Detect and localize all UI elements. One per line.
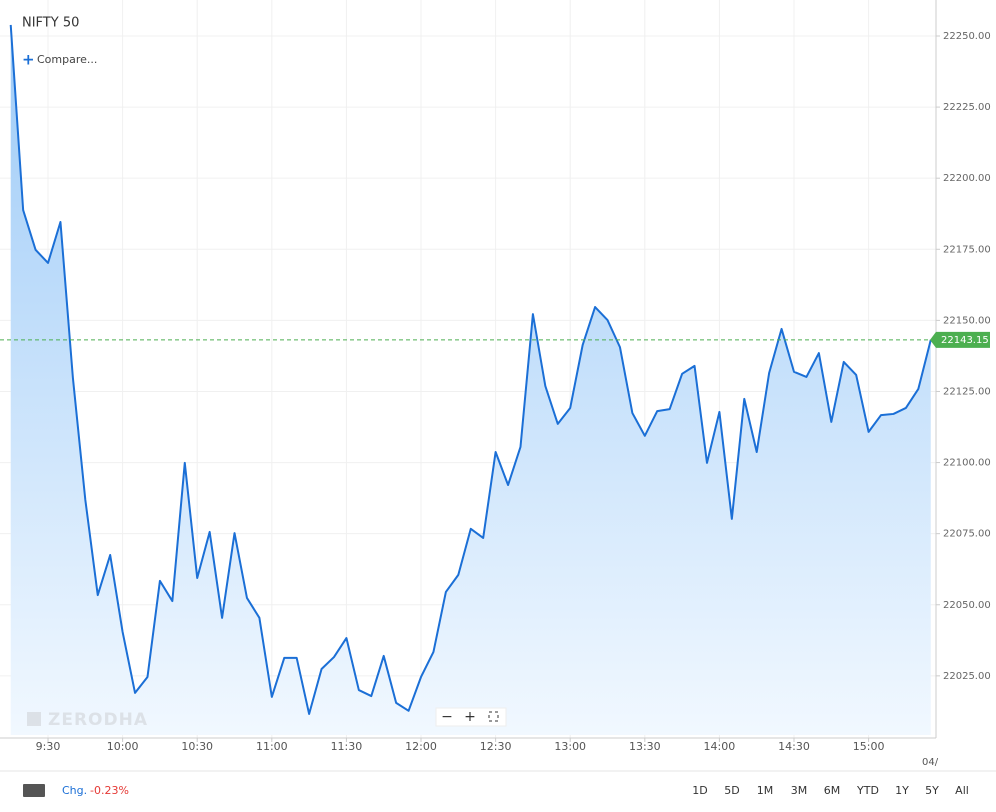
y-tick-label: 22050.00 xyxy=(943,600,991,611)
chart-title: NIFTY 50 xyxy=(22,16,79,31)
range-button[interactable]: All xyxy=(955,784,969,797)
change-value: -0.23% xyxy=(90,784,129,797)
x-tick-label: 14:00 xyxy=(704,740,736,753)
y-tick-label: 22075.00 xyxy=(943,529,991,540)
x-tick-label: 15:00 xyxy=(853,740,885,753)
plot xyxy=(0,24,935,736)
x-tick-label: 10:30 xyxy=(181,740,213,753)
compare-label: Compare... xyxy=(37,53,97,66)
date-label: 04/ xyxy=(922,757,939,768)
zoom-out[interactable]: − xyxy=(441,709,453,725)
watermark: ZERODHA xyxy=(27,710,148,730)
y-tick-label: 22200.00 xyxy=(943,173,991,184)
axes: 22025.00 22050.00 22075.00 22100.00 22125.00… xyxy=(0,0,996,772)
range-button[interactable]: 5Y xyxy=(925,784,939,797)
y-tick-label: 22025.00 xyxy=(943,671,991,682)
x-tick-label: 12:00 xyxy=(405,740,437,753)
range-button[interactable]: 1M xyxy=(757,784,774,797)
range-button[interactable]: 6M xyxy=(824,784,841,797)
range-button[interactable]: 1D xyxy=(692,784,707,797)
watermark-text: ZERODHA xyxy=(48,710,148,730)
last-price-tag xyxy=(930,331,990,348)
keyboard-icon[interactable] xyxy=(23,784,45,797)
toolbar: Chg. -0.23% 1D 5D 1M 3M 6M YTD 1Y 5Y All xyxy=(23,784,969,797)
x-tick-label: 13:00 xyxy=(554,740,586,753)
x-tick-label: 13:30 xyxy=(629,740,661,753)
y-tick-label: 22250.00 xyxy=(943,31,991,42)
range-button[interactable]: 1Y xyxy=(895,784,909,797)
x-tick-label: 12:30 xyxy=(480,740,512,753)
plus-icon: + xyxy=(22,51,35,69)
x-tick-label: 14:30 xyxy=(778,740,810,753)
price-line xyxy=(9,24,932,715)
y-tick-label: 22175.00 xyxy=(943,244,991,255)
y-tick-label: 22225.00 xyxy=(943,102,991,113)
range-button[interactable]: 3M xyxy=(791,784,808,797)
y-tick-label: 22125.00 xyxy=(943,386,991,397)
zoom-box xyxy=(435,707,507,727)
zoom-controls: − + xyxy=(435,707,507,727)
x-tick-label: 11:30 xyxy=(331,740,363,753)
range-button[interactable]: 5D xyxy=(724,784,739,797)
last-price-label: 22143.15 xyxy=(941,335,989,346)
x-tick-label: 9:30 xyxy=(36,740,61,753)
x-tick-label: 11:00 xyxy=(256,740,288,753)
zoom-reset[interactable] xyxy=(488,711,499,722)
x-tick-label: 10:00 xyxy=(107,740,139,753)
compare-button[interactable]: + Compare... xyxy=(22,51,97,69)
y-tick-label: 22100.00 xyxy=(943,458,991,469)
range-button[interactable]: YTD xyxy=(856,784,879,797)
change-label: Chg. xyxy=(62,784,87,797)
y-tick-label: 22150.00 xyxy=(943,315,991,326)
zoom-in[interactable]: + xyxy=(464,709,476,725)
area xyxy=(10,24,931,736)
watermark-logo xyxy=(27,712,41,726)
